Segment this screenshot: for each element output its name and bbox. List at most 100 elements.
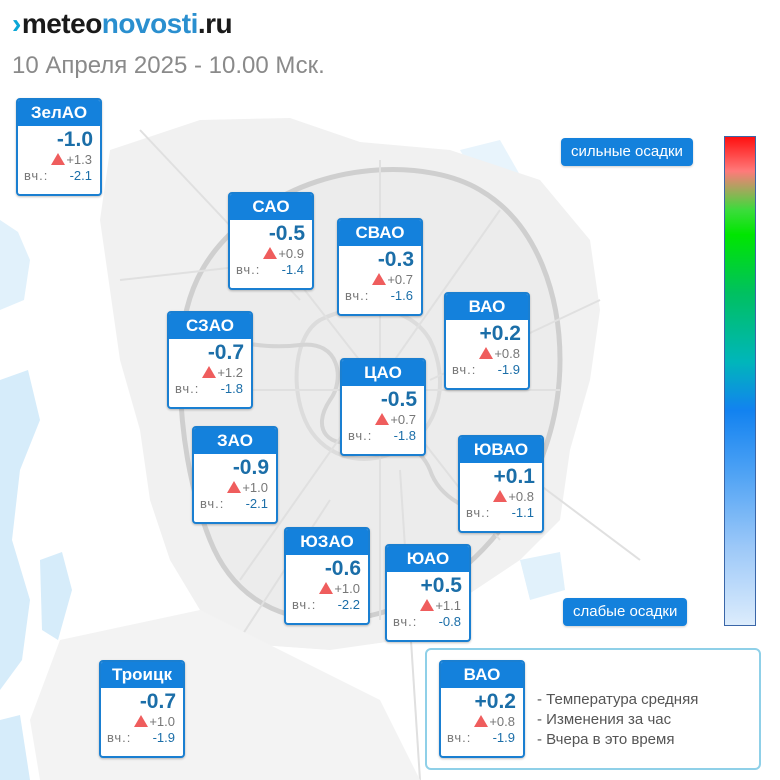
yesterday-value: -0.8 (438, 614, 461, 629)
logo-chevron-icon: › (12, 8, 21, 39)
district-hourly-change: +0.8 (446, 346, 528, 362)
yesterday-value: -2.1 (245, 496, 268, 511)
district-hourly-change: +0.7 (339, 272, 421, 288)
yesterday-value: -1.8 (393, 428, 416, 443)
district-temperature: -0.7 (207, 341, 244, 364)
light-precip-label: слабые осадки (563, 598, 688, 626)
district-hourly-change: +1.3 (18, 152, 100, 168)
district-change-value: +1.0 (149, 714, 175, 729)
district-change-value: +1.1 (435, 598, 461, 613)
district-name: ЮЗАО (286, 529, 368, 555)
logo-text-domain: .ru (197, 8, 233, 39)
district-temperature: -0.9 (232, 456, 269, 479)
water-area (0, 220, 30, 310)
district-hourly-change: +1.2 (169, 365, 251, 381)
district-change-value: +1.0 (334, 581, 360, 596)
district-change-value: +0.8 (494, 346, 520, 361)
district-yesterday: вч.: -1.4 (230, 262, 312, 278)
district-change-value: +0.7 (390, 412, 416, 427)
yesterday-label: вч.: (175, 381, 200, 396)
district-hourly-change: +1.0 (286, 581, 368, 597)
arrow-up-icon (227, 481, 242, 493)
district-temperature: -0.5 (268, 222, 305, 245)
district-yesterday: вч.: -2.1 (194, 496, 276, 512)
district-temperature: -0.7 (139, 690, 176, 713)
district-hourly-change: +1.0 (194, 480, 276, 496)
district-card: ЗАО -0.9 +1.0 вч.: -2.1 (192, 426, 278, 524)
water-area (520, 552, 565, 600)
yesterday-label: вч.: (24, 168, 49, 183)
date-time-subtitle: 10 Апреля 2025 - 10.00 Мск. (12, 52, 325, 79)
legend-sample-card: ВАО +0.2 +0.8 вч.: -1.9 (439, 660, 525, 758)
arrow-up-icon (493, 490, 508, 502)
moskva-river (189, 328, 501, 522)
district-card: ЗелАО -1.0 +1.3 вч.: -2.1 (16, 98, 102, 196)
district-card: ЦАО -0.5 +0.7 вч.: -1.8 (340, 358, 426, 456)
district-hourly-change: +0.9 (230, 246, 312, 262)
arrow-up-icon (202, 366, 217, 378)
legend-line-hourly-change: - Изменения за час (537, 711, 672, 728)
district-temperature: -0.3 (377, 248, 414, 271)
district-yesterday: вч.: -2.1 (18, 168, 100, 184)
district-card: Троицк -0.7 +1.0 вч.: -1.9 (99, 660, 185, 758)
district-temperature: +0.5 (420, 574, 462, 597)
district-card: ВАО +0.2 +0.8 вч.: -1.9 (444, 292, 530, 390)
district-yesterday: вч.: -2.2 (286, 597, 368, 613)
district-yesterday: вч.: -1.8 (169, 381, 251, 397)
district-name: СВАО (339, 220, 421, 246)
yesterday-label: вч.: (345, 288, 370, 303)
logo-text-novosti: novosti (101, 8, 199, 39)
district-name: ЗАО (194, 428, 276, 454)
district-temperature: -1.0 (56, 128, 93, 151)
water-area (0, 370, 40, 690)
district-hourly-change: +0.8 (460, 489, 542, 505)
legend-sample-temp: +0.2 (474, 690, 516, 713)
district-card: ЮАО +0.5 +1.1 вч.: -0.8 (385, 544, 471, 642)
yesterday-label: вч.: (393, 614, 418, 629)
legend-descriptions: - Температура средняя - Изменения за час… (537, 690, 698, 750)
district-card: СЗАО -0.7 +1.2 вч.: -1.8 (167, 311, 253, 409)
district-temperature: -0.5 (380, 388, 417, 411)
yesterday-label: вч.: (466, 505, 491, 520)
district-yesterday: вч.: -1.8 (342, 428, 424, 444)
district-card: СВАО -0.3 +0.7 вч.: -1.6 (337, 218, 423, 316)
yesterday-value: -1.9 (152, 730, 175, 745)
district-name: СЗАО (169, 313, 251, 339)
arrow-up-icon (479, 347, 494, 359)
district-temperature: -0.6 (324, 557, 361, 580)
district-yesterday: вч.: -1.9 (446, 362, 528, 378)
yesterday-value: -1.9 (497, 362, 520, 377)
arrow-up-icon (319, 582, 334, 594)
legend-sample-yesterday: вч.: -1.9 (441, 730, 523, 746)
logo-text-meteo: meteo (21, 8, 102, 39)
yesterday-label: вч.: (452, 362, 477, 377)
district-yesterday: вч.: -0.8 (387, 614, 469, 630)
yesterday-label: вч.: (292, 597, 317, 612)
district-change-value: +1.0 (242, 480, 268, 495)
district-name: ЮАО (387, 546, 469, 572)
legend-sample-yesterday-value: -1.9 (492, 730, 515, 745)
district-change-value: +1.2 (217, 365, 243, 380)
district-hourly-change: +1.1 (387, 598, 469, 614)
yesterday-label: вч.: (200, 496, 225, 511)
legend-line-yesterday: - Вчера в это время (537, 731, 675, 748)
district-change-value: +0.9 (278, 246, 304, 261)
yesterday-value: -1.1 (511, 505, 534, 520)
district-change-value: +0.8 (508, 489, 534, 504)
yesterday-label: вч.: (107, 730, 132, 745)
yesterday-label: вч.: (236, 262, 261, 277)
legend-sample-change: +0.8 (441, 714, 523, 730)
legend-box: ВАО +0.2 +0.8 вч.: -1.9 - Температура сре… (425, 648, 761, 770)
district-change-value: +1.3 (66, 152, 92, 167)
water-area (40, 552, 72, 640)
district-temperature: +0.1 (493, 465, 535, 488)
water-area (0, 715, 30, 780)
district-yesterday: вч.: -1.9 (101, 730, 183, 746)
yesterday-value: -1.8 (220, 381, 243, 396)
arrow-up-icon (51, 153, 66, 165)
district-yesterday: вч.: -1.6 (339, 288, 421, 304)
arrow-up-icon (372, 273, 387, 285)
site-logo[interactable]: ›meteonovosti.ru (12, 8, 233, 40)
district-change-value: +0.7 (387, 272, 413, 287)
arrow-up-icon (134, 715, 149, 727)
